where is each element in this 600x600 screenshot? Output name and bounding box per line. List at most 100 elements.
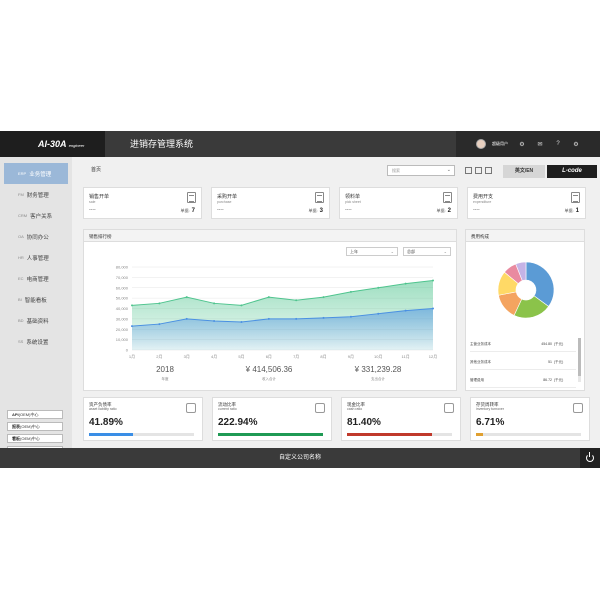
breadcrumb[interactable]: 首页 [91,167,102,173]
y-tick-label: 60,000 [116,285,129,290]
sidebar-item-8[interactable]: SS 系统设置 [0,331,72,352]
x-tick-label: 6月 [266,354,272,359]
ratio-value: 81.40% [347,417,381,428]
menu-label: 人事管理 [26,255,49,262]
card-subtitle: sale [89,200,96,204]
y-tick-label: 10,000 [116,337,129,342]
settings-icon[interactable]: ⚙ [573,141,579,148]
ratio-progress-fill [347,433,433,436]
data-point [267,317,270,320]
data-point [404,282,407,285]
scope-select[interactable]: 总部 ⌄ [403,247,451,256]
data-point [240,304,243,307]
data-point [131,325,133,328]
pie-slice [525,261,555,307]
data-point [377,312,380,315]
panel-title: 销售排行榜 [89,234,112,239]
sidebar-item-1[interactable]: FM 财务管理 [0,184,72,205]
menu-label: 客户关系 [30,213,53,220]
expense-pie-chart [497,261,555,319]
user-name[interactable]: 超级用户 [492,141,508,146]
language-toggle[interactable]: 英文/EN [503,165,545,178]
sidebar-item-3[interactable]: OA 协同办公 [0,226,72,247]
ratio-subtitle: current ratio [218,407,237,411]
app-title: 进销存管理系统 [130,139,194,149]
quick-entry-card[interactable]: 采购开单 purchase ---- 单据: 3 [211,187,330,219]
sidebar-item-4[interactable]: HR 人事管理 [0,247,72,268]
document-count: 单据: 7 [180,208,195,214]
oem-center-button[interactable]: API(OEM)中心 [7,410,63,419]
menu-code: SS [18,339,24,344]
document-count: 单据: 3 [308,208,323,214]
data-point [267,296,270,299]
card-title: 销售开单 [89,194,110,200]
power-button[interactable] [580,448,600,468]
menu-label: 财务管理 [26,192,49,199]
x-tick-label: 5月 [238,354,244,359]
data-point [322,296,325,299]
chevron-down-icon: ⌄ [443,249,447,254]
menu-label: 系统设置 [26,339,49,346]
sales-ranking-panel: 销售排行榜 上年 ⌄ 总部 ⌄ 0 10,000 20,000 30,000 40,000 5… [83,229,457,391]
card-title: 采购开单 [217,194,238,200]
data-point [213,302,216,305]
ratio-card: 资产负债率 asset liability ratio 41.89% [83,397,203,441]
calculator-icon [571,192,580,203]
avatar[interactable] [476,139,486,149]
chat-icon[interactable]: ✉ [537,141,543,148]
row-divider [470,387,576,388]
sidebar-item-0[interactable]: ERP 业务管理 [4,163,68,184]
card-dash: ---- [217,207,224,213]
ratio-progress-bar [89,433,194,436]
oem-center-button[interactable]: 看板(OEM)中心 [7,434,63,443]
data-point [213,319,216,322]
y-tick-label: 40,000 [116,306,129,311]
period-select[interactable]: 上年 ⌄ [346,247,398,256]
search-input[interactable]: 搜索 ⌄ [387,165,455,176]
ratio-progress-bar [218,433,323,436]
row-divider [470,351,576,352]
ratio-subtitle: inventory turnover [476,407,505,411]
breadcrumb-bar: 首页 搜索 ⌄ 英文/EN L-code [75,161,600,179]
ratio-icon [573,403,583,413]
ratio-card: 流动比率 current ratio 222.94% [212,397,332,441]
oem-center-button[interactable]: 报表(OEM)中心 [7,422,63,431]
y-tick-label: 30,000 [116,316,129,321]
lcode-button[interactable]: L-code [547,165,597,178]
data-point [432,279,434,282]
data-point [131,304,133,307]
ratio-value: 41.89% [89,417,123,428]
menu-code: ERP [18,171,27,176]
menu-code: OA [18,234,24,239]
help-icon[interactable]: ? [556,141,560,147]
scrollbar[interactable] [578,338,581,382]
quick-entry-card[interactable]: 领料单 pick sheet ---- 单据: 2 [339,187,458,219]
gear-icon[interactable]: ⚙ [519,141,525,148]
calculator-icon [315,192,324,203]
calculator-icon [187,192,196,203]
menu-code: HR [18,255,24,260]
data-point [240,320,243,323]
row-divider [470,369,576,370]
data-point [295,299,298,302]
series-area [132,308,433,350]
sidebar-item-2[interactable]: CRM 客户关系 [0,205,72,226]
y-tick-label: 50,000 [116,296,129,301]
sidebar-item-5[interactable]: EC 电商管理 [0,268,72,289]
fullscreen-icon[interactable] [485,167,492,174]
sidebar-item-6[interactable]: BI 智能看板 [0,289,72,310]
shrink-icon[interactable] [475,167,482,174]
menu-code: BI [18,297,22,302]
sales-area-chart: 0 10,000 20,000 30,000 40,000 50,000 60,000 70,… [116,265,437,360]
data-point [295,317,298,320]
data-point [404,309,407,312]
sidebar-item-7[interactable]: BD 基础资料 [0,310,72,331]
ratio-value: 6.71% [476,417,505,428]
expand-icon[interactable] [465,167,472,174]
footer: 自定义公司名称 [0,448,600,468]
x-tick-label: 2月 [156,354,162,359]
y-tick-label: 0 [126,348,129,353]
quick-entry-card[interactable]: 销售开单 sale ---- 单据: 7 [83,187,202,219]
quick-entry-card[interactable]: 费用开支 expenditure ---- 单据: 1 [467,187,586,219]
stat-year: 2018 年度 [156,365,174,381]
